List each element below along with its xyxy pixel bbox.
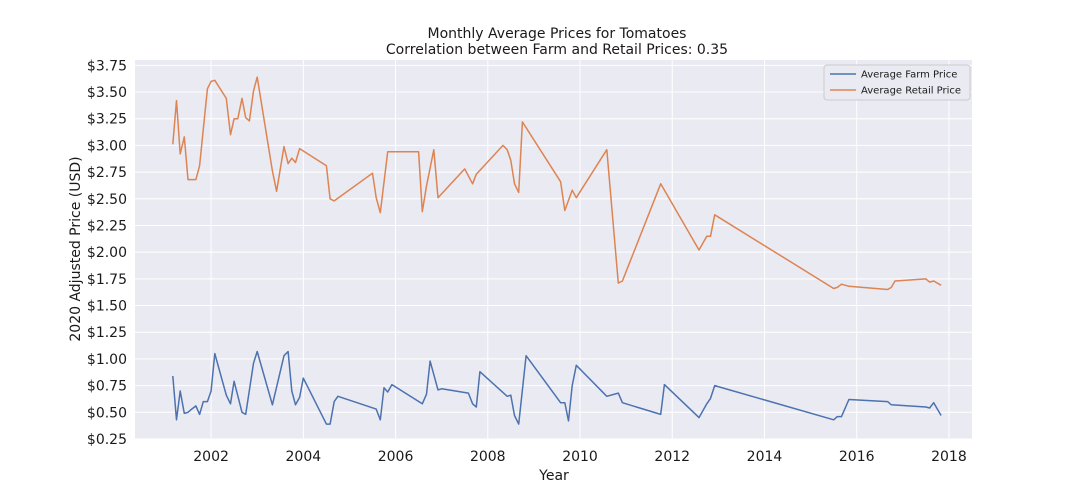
y-tick-label: $1.25 (87, 325, 127, 341)
y-tick-label: $2.50 (87, 192, 127, 208)
x-tick-label: 2004 (286, 449, 322, 465)
y-tick-label: $2.75 (87, 165, 127, 181)
legend-label-retail-price: Average Retail Price (861, 86, 961, 97)
x-tick-label: 2002 (193, 449, 229, 465)
chart-subtitle: Correlation between Farm and Retail Pric… (386, 42, 728, 58)
y-tick-label: $1.50 (87, 299, 127, 315)
x-tick-label: 2010 (562, 449, 598, 465)
series-lines (172, 76, 942, 425)
plot-background (135, 60, 972, 439)
chart-title: Monthly Average Prices for Tomatoes (428, 26, 687, 42)
x-tick-label: 2018 (931, 449, 967, 465)
y-tick-label: $1.75 (87, 272, 127, 288)
y-tick-label: $0.50 (87, 405, 127, 421)
legend-box (823, 64, 971, 101)
y-tick-label: $0.75 (87, 379, 127, 395)
series-line-average-retail-price (172, 76, 942, 291)
y-tick-labels: $0.25 $0.50 $0.75 $1.00 $1.25 $1.50 $1.75 $2.00… (87, 58, 127, 448)
legend: Average Farm Price Average Retail Price (823, 64, 971, 101)
x-axis-label: Year (538, 468, 569, 484)
y-tick-label: $0.25 (87, 432, 127, 448)
x-tick-label: 2008 (470, 449, 506, 465)
y-tick-label: $2.25 (87, 218, 127, 234)
x-tick-labels: 2002 2004 2006 2008 2010 2012 2014 2016 2018 (193, 449, 966, 465)
x-tick-label: 2006 (378, 449, 414, 465)
y-tick-label: $3.50 (87, 85, 127, 101)
legend-label-farm-price: Average Farm Price (861, 70, 957, 81)
y-tick-label: $3.75 (87, 58, 127, 74)
x-tick-label: 2012 (654, 449, 690, 465)
x-tick-label: 2014 (747, 449, 783, 465)
y-tick-label: $2.00 (87, 245, 127, 261)
y-axis-label: 2020 Adjusted Price (USD) (68, 156, 84, 341)
x-tick-label: 2016 (839, 449, 875, 465)
y-tick-label: $3.00 (87, 138, 127, 154)
y-tick-label: $1.00 (87, 352, 127, 368)
series-line-average-farm-price (172, 350, 942, 425)
y-tick-label: $3.25 (87, 112, 127, 128)
